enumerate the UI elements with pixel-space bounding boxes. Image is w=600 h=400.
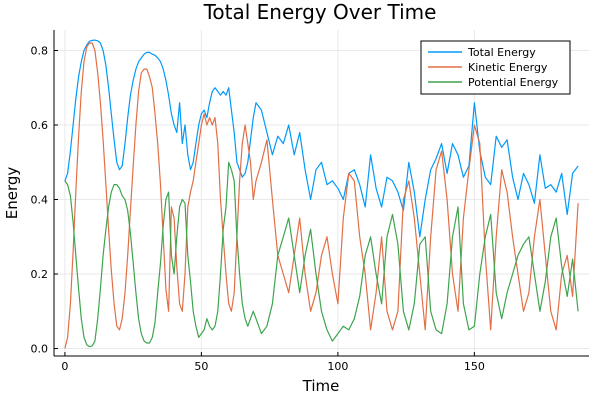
x-tick-label: 0 bbox=[61, 360, 68, 373]
y-tick-labels: 0.0 0.2 0.4 0.6 0.8 bbox=[31, 44, 58, 356]
x-tick-label: 150 bbox=[464, 360, 485, 373]
x-axis-label: Time bbox=[302, 377, 340, 395]
y-tick-label: 0.0 bbox=[31, 343, 49, 356]
x-tick-label: 50 bbox=[194, 360, 208, 373]
chart-title: Total Energy Over Time bbox=[203, 0, 437, 24]
series-lines bbox=[64, 39, 579, 349]
series-line-potential-energy bbox=[64, 161, 579, 348]
y-tick-label: 0.2 bbox=[31, 268, 49, 281]
legend-label-kinetic-energy: Kinetic Energy bbox=[468, 61, 548, 74]
y-tick-label: 0.6 bbox=[31, 119, 49, 132]
legend-label-potential-energy: Potential Energy bbox=[468, 76, 559, 89]
x-tick-label: 100 bbox=[327, 360, 348, 373]
series-line-total-energy bbox=[64, 39, 579, 238]
x-tick-labels: 0 50 100 150 bbox=[61, 352, 485, 373]
y-tick-label: 0.4 bbox=[31, 194, 49, 207]
y-axis-label: Energy bbox=[3, 167, 21, 220]
legend: Total Energy Kinetic Energy Potential Ener… bbox=[420, 40, 571, 95]
legend-label-total-energy: Total Energy bbox=[467, 46, 536, 59]
y-tick-label: 0.8 bbox=[31, 44, 49, 57]
axes bbox=[53, 30, 589, 357]
